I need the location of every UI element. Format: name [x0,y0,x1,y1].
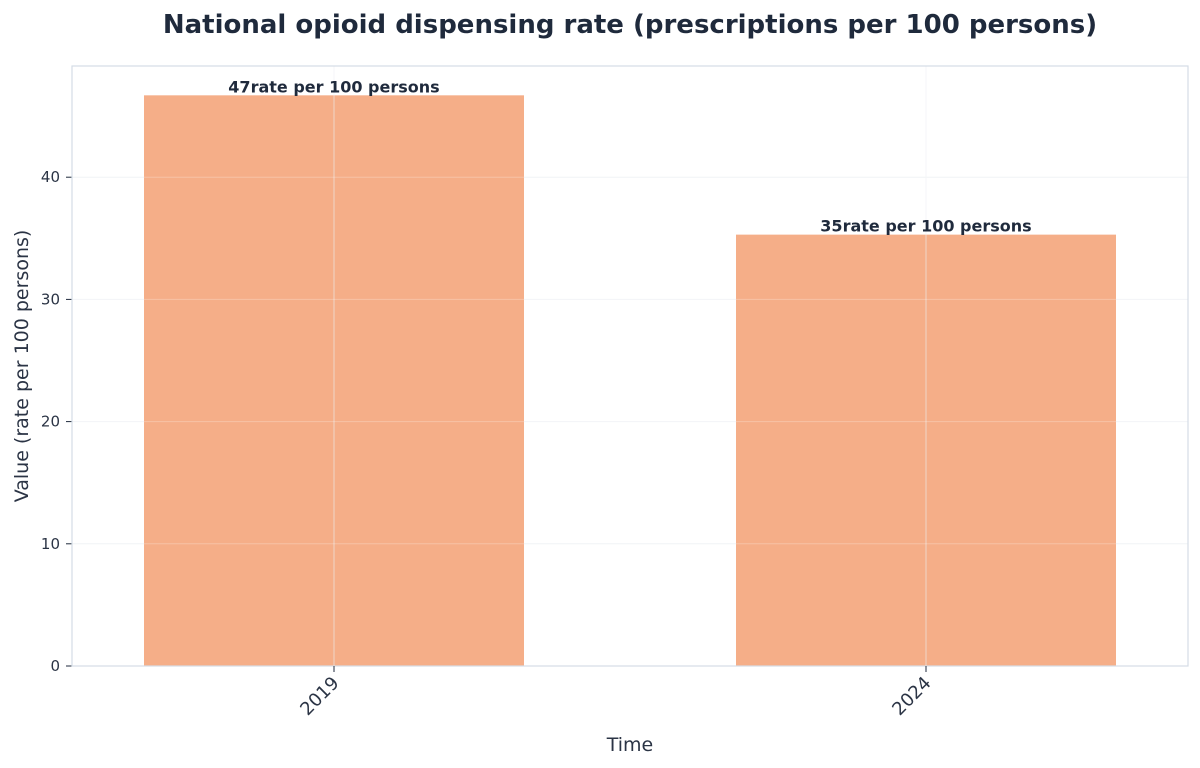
y-tick-label: 10 [41,535,60,553]
plot-frame [71,65,1189,667]
y-tick-label: 40 [41,168,60,186]
y-tick-label: 0 [50,657,60,675]
x-axis-label: Time [606,734,654,756]
x-tick-label: 2024 [888,673,935,720]
bar-data-label: 47rate per 100 persons [228,77,439,96]
y-axis-label: Value (rate per 100 persons) [11,230,33,503]
y-tick-label: 30 [41,290,60,308]
x-tick-label: 2019 [296,673,343,720]
chart-title: National opioid dispensing rate (prescri… [163,10,1097,40]
plot-area: 0 10 20 30 40 47rate per 100 persons 35rate pe… [41,65,1189,720]
y-tick-label: 20 [41,413,60,431]
bar-data-label: 35rate per 100 persons [820,217,1031,236]
